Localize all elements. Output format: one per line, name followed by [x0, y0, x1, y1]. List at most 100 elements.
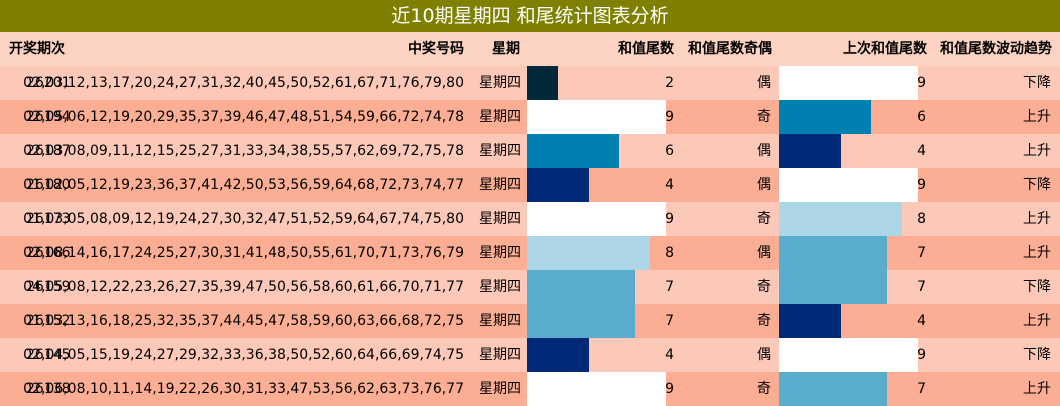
tail-bar	[527, 372, 666, 406]
prev-tail-value: 9	[917, 75, 926, 91]
weekday-cell: 星期四	[479, 75, 521, 91]
numbers-cell: 02,04,05,15,19,24,27,29,32,33,36,38,50,5…	[23, 347, 464, 363]
prev-tail-bar	[779, 338, 918, 372]
prev-tail-value: 9	[917, 347, 926, 363]
tail-value: 4	[665, 177, 674, 193]
parity-cell: 奇	[757, 313, 771, 329]
prev-tail-value: 7	[917, 381, 926, 397]
prev-tail-bar	[779, 304, 841, 338]
table-row: 26152 01,03,13,16,18,25,32,35,37,44,45,47…	[0, 304, 1060, 338]
parity-cell: 奇	[757, 109, 771, 125]
prev-tail-value: 4	[917, 143, 926, 159]
table-row: 26194 02,05,06,12,19,20,29,35,37,39,46,47…	[0, 100, 1060, 134]
prev-tail-bar	[779, 202, 903, 236]
period-cell: 26152	[26, 313, 71, 329]
parity-cell: 奇	[757, 211, 771, 227]
tail-value: 7	[665, 279, 674, 295]
trend-cell: 上升	[1023, 143, 1051, 159]
prev-tail-bar	[779, 100, 872, 134]
tail-bar	[527, 304, 635, 338]
parity-cell: 偶	[757, 143, 771, 159]
trend-cell: 上升	[1023, 109, 1051, 125]
tail-value: 7	[665, 313, 674, 329]
prev-tail-value: 7	[917, 279, 926, 295]
trend-cell: 上升	[1023, 211, 1051, 227]
numbers-cell: 02,03,12,13,17,20,24,27,31,32,40,45,50,5…	[23, 75, 464, 91]
prev-tail-value: 6	[917, 109, 926, 125]
trend-cell: 下降	[1023, 279, 1051, 295]
tail-bar	[527, 202, 666, 236]
prev-tail-bar	[779, 270, 887, 304]
header-prev-tail: 上次和值尾数	[843, 41, 927, 57]
parity-cell: 奇	[757, 381, 771, 397]
prev-tail-value: 8	[917, 211, 926, 227]
prev-tail-value: 4	[917, 313, 926, 329]
trend-cell: 下降	[1023, 75, 1051, 91]
tail-bar	[527, 66, 558, 100]
table-row: 26159 04,05,08,12,22,23,26,27,35,39,47,50…	[0, 270, 1060, 304]
weekday-cell: 星期四	[479, 279, 521, 295]
tail-value: 9	[665, 109, 674, 125]
weekday-cell: 星期四	[479, 245, 521, 261]
header-numbers: 中奖号码	[408, 41, 464, 57]
weekday-cell: 星期四	[479, 211, 521, 227]
period-cell: 26138	[26, 381, 71, 397]
period-cell: 26194	[26, 109, 71, 125]
table-row: 26166 02,08,14,16,17,24,25,27,30,31,41,48…	[0, 236, 1060, 270]
period-cell: 26145	[26, 347, 71, 363]
tail-bar	[527, 338, 589, 372]
prev-tail-bar	[779, 236, 887, 270]
tail-bar	[527, 236, 651, 270]
parity-cell: 偶	[757, 177, 771, 193]
numbers-cell: 02,03,08,09,11,12,15,25,27,31,33,34,38,5…	[23, 143, 464, 159]
prev-tail-bar	[779, 168, 918, 202]
parity-cell: 偶	[757, 347, 771, 363]
header-parity: 和值尾数奇偶	[688, 41, 772, 57]
tail-value: 9	[665, 381, 674, 397]
tail-bar	[527, 168, 589, 202]
header-tail: 和值尾数	[618, 41, 674, 57]
prev-tail-value: 9	[917, 177, 926, 193]
tail-value: 8	[665, 245, 674, 261]
trend-cell: 上升	[1023, 313, 1051, 329]
numbers-cell: 04,05,08,12,22,23,26,27,35,39,47,50,56,5…	[23, 279, 464, 295]
numbers-cell: 01,03,13,16,18,25,32,35,37,44,45,47,58,5…	[23, 313, 464, 329]
prev-tail-bar	[779, 66, 918, 100]
parity-cell: 偶	[757, 75, 771, 91]
parity-cell: 偶	[757, 245, 771, 261]
period-cell: 26187	[26, 143, 71, 159]
table-header: 开奖期次 中奖号码 星期 和值尾数 和值尾数奇偶 上次和值尾数 和值尾数波动趋势	[0, 32, 1060, 66]
tail-value: 9	[665, 211, 674, 227]
prev-tail-bar	[779, 372, 887, 406]
tail-bar	[527, 100, 666, 134]
header-weekday: 星期	[492, 41, 520, 57]
table-row: 26173 01,03,05,08,09,12,19,24,27,30,32,47…	[0, 202, 1060, 236]
period-cell: 26180	[26, 177, 71, 193]
table-row: 26138 02,06,08,10,11,14,19,22,26,30,31,33…	[0, 372, 1060, 406]
period-cell: 26173	[26, 211, 71, 227]
prev-tail-value: 7	[917, 245, 926, 261]
table-row: 26187 02,03,08,09,11,12,15,25,27,31,33,34…	[0, 134, 1060, 168]
numbers-cell: 01,02,05,12,19,23,36,37,41,42,50,53,56,5…	[23, 177, 464, 193]
chart-title: 近10期星期四 和尾统计图表分析	[0, 0, 1060, 32]
prev-tail-bar	[779, 134, 841, 168]
weekday-cell: 星期四	[479, 347, 521, 363]
weekday-cell: 星期四	[479, 143, 521, 159]
tail-value: 2	[665, 75, 674, 91]
header-period: 开奖期次	[9, 41, 65, 57]
trend-cell: 上升	[1023, 381, 1051, 397]
weekday-cell: 星期四	[479, 381, 521, 397]
table-row: 26201 02,03,12,13,17,20,24,27,31,32,40,45…	[0, 66, 1060, 100]
period-cell: 26201	[26, 75, 71, 91]
tail-value: 4	[665, 347, 674, 363]
table-row: 26145 02,04,05,15,19,24,27,29,32,33,36,38…	[0, 338, 1060, 372]
table-row: 26180 01,02,05,12,19,23,36,37,41,42,50,53…	[0, 168, 1060, 202]
period-cell: 26159	[26, 279, 71, 295]
numbers-cell: 02,08,14,16,17,24,25,27,30,31,41,48,50,5…	[23, 245, 464, 261]
numbers-cell: 02,05,06,12,19,20,29,35,37,39,46,47,48,5…	[23, 109, 464, 125]
period-cell: 26166	[26, 245, 71, 261]
tail-bar	[527, 134, 620, 168]
weekday-cell: 星期四	[479, 177, 521, 193]
tail-bar	[527, 270, 635, 304]
numbers-cell: 01,03,05,08,09,12,19,24,27,30,32,47,51,5…	[23, 211, 464, 227]
